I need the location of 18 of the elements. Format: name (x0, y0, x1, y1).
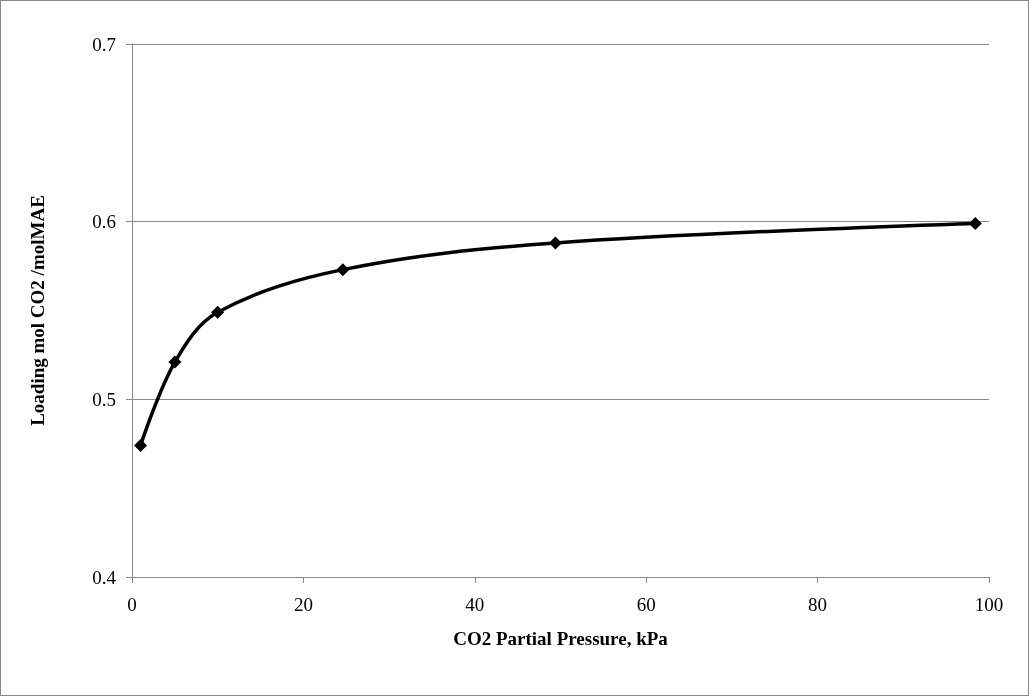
y-tick-label: 0.7 (92, 33, 116, 55)
y-tick-label: 0.6 (92, 211, 116, 233)
y-axis-title: Loading mol CO2 /molMAE (27, 195, 48, 426)
y-tick-label: 0.5 (92, 388, 116, 410)
point (968, 216, 982, 230)
x-axis-title: CO2 Partial Pressure, kPa (453, 628, 669, 649)
point (168, 355, 182, 369)
x-tick-label: 60 (636, 594, 656, 615)
x-tick-label: 0 (127, 594, 137, 615)
point (548, 236, 562, 250)
point (134, 439, 148, 453)
point (336, 263, 350, 277)
x-tick-label: 80 (808, 594, 828, 615)
point (211, 305, 225, 319)
x-tick-label: 40 (465, 594, 485, 615)
x-tick-label: 20 (293, 594, 313, 615)
y-tick-label: 0.4 (92, 566, 117, 588)
x-tick-label: 100 (974, 594, 1004, 615)
